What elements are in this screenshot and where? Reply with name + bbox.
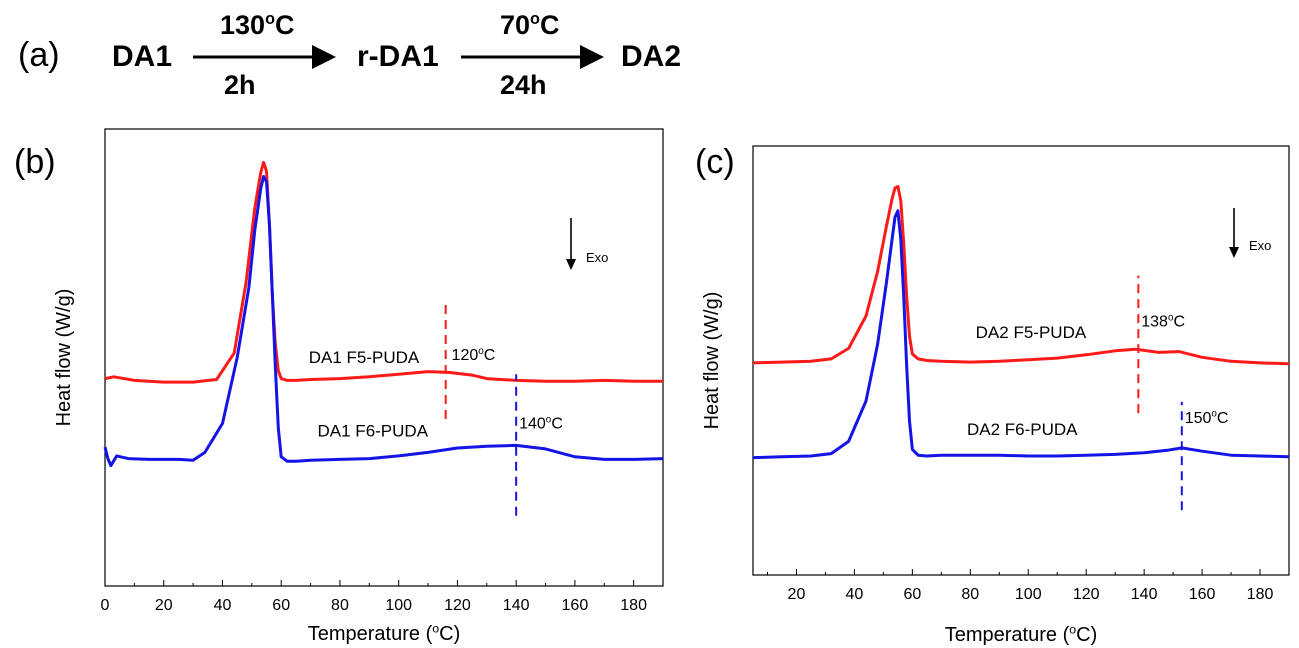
scheme-step1-time: 2h [224,70,256,100]
x-axis-label-unit: C) [439,623,460,645]
x-tick-label: 100 [1015,586,1042,603]
scheme-step2-temp: 70oC [500,10,559,41]
x-tick-label: 0 [101,597,110,614]
scheme-product: DA2 [621,40,682,73]
x-tick-label: 160 [562,597,589,614]
x-tick-label: 120 [1073,586,1100,603]
scheme-step1-temp-sup: o [265,10,275,28]
plot-frame [752,145,1290,576]
scheme-step1-temp: 130oC [220,10,294,41]
scheme-step2-temp-unit: C [539,10,560,40]
scheme-arrows [193,45,604,69]
x-tick-label: 80 [331,597,349,614]
series-line-1 [752,185,1290,366]
x-axis-label: Temperature (oC) [308,621,461,645]
series-line-2 [103,175,664,468]
x-tick-label: 80 [961,586,979,603]
transition-temp-label-sup: o [478,346,484,357]
scheme-step1-temp-unit: C [274,10,295,40]
x-tick-label: 160 [1189,586,1216,603]
exo-label: Exo [1249,238,1271,253]
x-tick-label: 180 [1247,586,1274,603]
transition-temp-label-base: 138 [1141,314,1168,331]
exo-arrowhead-icon [566,259,576,270]
x-tick-label: 60 [903,586,921,603]
x-tick-label: 40 [846,586,864,603]
x-tick-label: 40 [214,597,232,614]
plot-frame [104,128,664,587]
transition-temp-label-sup: o [1168,312,1174,323]
scheme-intermediate: r-DA1 [357,40,439,73]
transition-temp-label-sup: o [1211,409,1217,420]
x-axis-label-base: Temperature ( [308,623,433,645]
transition-temp-label-base: 140 [519,416,546,433]
scheme-step2-time: 24h [500,70,547,100]
scheme-start: DA1 [112,40,173,73]
series-line-1 [104,160,663,384]
transition-temp-label-unit: C [1173,314,1185,331]
x-tick-label: 140 [1131,586,1158,603]
x-tick-label: 120 [444,597,471,614]
series-label: DA2 F5-PUDA [976,323,1087,342]
x-axis-label: Temperature (oC) [945,622,1098,646]
transition-temp-label-base: 120 [452,347,479,364]
y-axis-label: Heat flow (W/g) [701,292,723,430]
x-tick-label: 20 [788,586,806,603]
scheme-step2-temp-sup: o [530,10,540,28]
x-tick-label: 180 [620,597,647,614]
transition-temp-label-unit: C [551,416,563,433]
scheme-step2-temp-value: 70 [500,10,531,40]
transition-temp-label: 138oC [1141,312,1185,330]
panel-label-c: (c) [695,143,735,181]
x-tick-label: 60 [272,597,290,614]
series-label: DA1 F5-PUDA [309,348,420,367]
series-line-2 [752,209,1290,460]
transition-temp-label: 150oC [1185,409,1229,427]
series-label: DA1 F6-PUDA [318,422,429,441]
x-tick-label: 140 [503,597,530,614]
scheme-step1-temp-value: 130 [220,10,266,40]
x-tick-label: 100 [385,597,412,614]
x-axis-label-unit: C) [1076,624,1097,646]
transition-temp-label-unit: C [484,347,496,364]
x-axis-label-base: Temperature ( [945,624,1070,646]
exo-arrowhead-icon [1229,247,1239,258]
transition-temp-label: 140oC [519,415,563,433]
y-axis-label: Heat flow (W/g) [53,289,75,427]
transition-temp-label-sup: o [546,415,552,426]
transition-temp-label-unit: C [1217,410,1229,427]
exo-label: Exo [586,250,608,265]
transition-temp-label: 120oC [452,346,496,364]
panel-label-a: (a) [18,36,60,74]
transition-temp-label-base: 150 [1185,410,1212,427]
panel-label-b: (b) [14,143,56,181]
x-axis-label-sup: o [1069,622,1076,636]
x-axis-label-sup: o [432,621,439,635]
series-label: DA2 F6-PUDA [967,420,1078,439]
x-tick-label: 20 [155,597,173,614]
